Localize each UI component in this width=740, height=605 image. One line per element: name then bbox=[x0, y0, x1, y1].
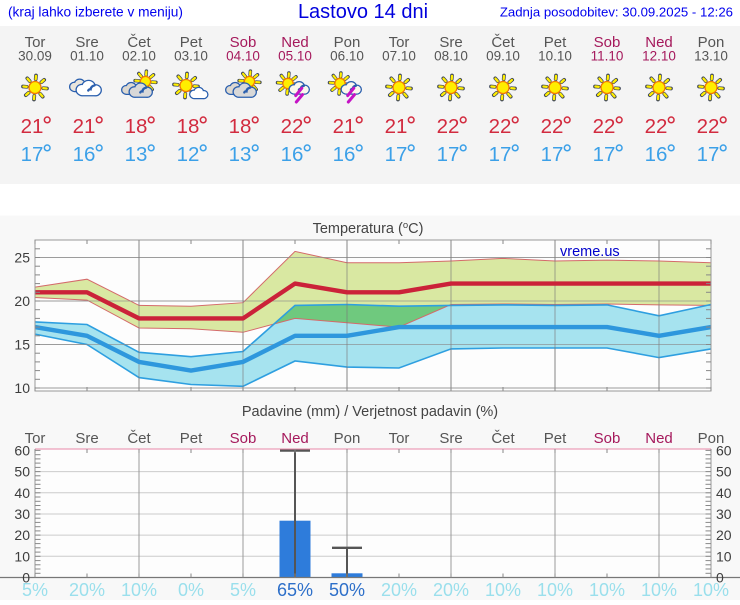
svg-text:50: 50 bbox=[716, 464, 732, 480]
svg-text:40: 40 bbox=[716, 485, 732, 501]
svg-text:Pon: Pon bbox=[334, 430, 361, 447]
svg-text:10%: 10% bbox=[589, 580, 625, 600]
svg-text:12.10: 12.10 bbox=[642, 49, 676, 64]
svg-text:Ned: Ned bbox=[645, 430, 673, 447]
svg-text:10: 10 bbox=[716, 548, 732, 564]
svg-text:17: 17 bbox=[697, 143, 720, 166]
svg-text:22: 22 bbox=[593, 115, 616, 138]
svg-text:60: 60 bbox=[14, 442, 30, 458]
svg-text:5%: 5% bbox=[230, 580, 256, 600]
svg-text:Čet: Čet bbox=[491, 430, 515, 447]
svg-text:Pet: Pet bbox=[180, 430, 203, 447]
svg-text:5%: 5% bbox=[22, 580, 48, 600]
svg-text:13: 13 bbox=[125, 143, 148, 166]
svg-text:0%: 0% bbox=[178, 580, 204, 600]
svg-text:16: 16 bbox=[73, 143, 96, 166]
svg-text:50%: 50% bbox=[329, 580, 365, 600]
svg-text:20%: 20% bbox=[69, 580, 105, 600]
svg-text:22: 22 bbox=[541, 115, 564, 138]
svg-text:Lastovo 14 dni: Lastovo 14 dni bbox=[298, 1, 428, 23]
svg-text:Tor: Tor bbox=[389, 430, 410, 447]
svg-text:30: 30 bbox=[14, 506, 30, 522]
svg-text:50: 50 bbox=[14, 464, 30, 480]
svg-text:10%: 10% bbox=[641, 580, 677, 600]
svg-text:Zadnja posodobitev: 30.09.2025: Zadnja posodobitev: 30.09.2025 - 12:26 bbox=[500, 5, 733, 20]
svg-text:30: 30 bbox=[716, 506, 732, 522]
svg-text:01.10: 01.10 bbox=[70, 49, 104, 64]
svg-text:11.10: 11.10 bbox=[591, 49, 624, 64]
svg-text:17: 17 bbox=[593, 143, 616, 166]
svg-text:17: 17 bbox=[489, 143, 512, 166]
svg-text:65%: 65% bbox=[277, 580, 313, 600]
svg-text:10%: 10% bbox=[537, 580, 573, 600]
svg-text:08.10: 08.10 bbox=[434, 49, 468, 64]
svg-text:Pet: Pet bbox=[544, 430, 567, 447]
svg-text:16: 16 bbox=[645, 143, 668, 166]
svg-text:17: 17 bbox=[21, 143, 44, 166]
svg-text:20: 20 bbox=[14, 293, 30, 309]
svg-text:22: 22 bbox=[437, 115, 460, 138]
svg-text:22: 22 bbox=[281, 115, 304, 138]
svg-text:10%: 10% bbox=[485, 580, 521, 600]
svg-text:20: 20 bbox=[14, 527, 30, 543]
svg-text:Padavine (mm) / Verjetnost pad: Padavine (mm) / Verjetnost padavin (%) bbox=[242, 404, 498, 420]
svg-text:22: 22 bbox=[697, 115, 720, 138]
svg-text:Ned: Ned bbox=[281, 430, 309, 447]
svg-text:09.10: 09.10 bbox=[486, 49, 520, 64]
svg-text:04.10: 04.10 bbox=[226, 49, 260, 64]
svg-text:22: 22 bbox=[645, 115, 668, 138]
svg-text:03.10: 03.10 bbox=[174, 49, 208, 64]
svg-text:22: 22 bbox=[489, 115, 512, 138]
svg-text:06.10: 06.10 bbox=[330, 49, 364, 64]
svg-text:17: 17 bbox=[541, 143, 564, 166]
svg-text:10%: 10% bbox=[693, 580, 729, 600]
svg-text:Sob: Sob bbox=[230, 430, 257, 447]
svg-text:07.10: 07.10 bbox=[382, 49, 416, 64]
svg-text:30.09: 30.09 bbox=[18, 49, 52, 64]
svg-text:18: 18 bbox=[229, 115, 252, 138]
svg-text:Sre: Sre bbox=[439, 430, 462, 447]
svg-text:16: 16 bbox=[281, 143, 304, 166]
svg-text:60: 60 bbox=[716, 442, 732, 458]
svg-text:10.10: 10.10 bbox=[538, 49, 572, 64]
svg-text:20%: 20% bbox=[433, 580, 469, 600]
svg-text:10%: 10% bbox=[121, 580, 157, 600]
svg-text:05.10: 05.10 bbox=[278, 49, 312, 64]
svg-text:Sob: Sob bbox=[594, 430, 621, 447]
svg-text:10: 10 bbox=[14, 548, 30, 564]
svg-text:21: 21 bbox=[73, 115, 96, 138]
svg-text:12: 12 bbox=[177, 143, 200, 166]
svg-text:18: 18 bbox=[125, 115, 148, 138]
svg-text:20%: 20% bbox=[381, 580, 417, 600]
svg-text:02.10: 02.10 bbox=[122, 49, 156, 64]
svg-text:10: 10 bbox=[14, 380, 30, 396]
svg-text:13.10: 13.10 bbox=[694, 49, 728, 64]
svg-text:13: 13 bbox=[229, 143, 252, 166]
svg-text:Sre: Sre bbox=[75, 430, 98, 447]
svg-text:20: 20 bbox=[716, 527, 732, 543]
svg-text:21: 21 bbox=[333, 115, 356, 138]
svg-text:(kraj lahko izberete v meniju): (kraj lahko izberete v meniju) bbox=[8, 5, 183, 20]
svg-text:40: 40 bbox=[14, 485, 30, 501]
svg-text:17: 17 bbox=[437, 143, 460, 166]
svg-text:17: 17 bbox=[385, 143, 408, 166]
svg-text:vreme.us: vreme.us bbox=[560, 244, 620, 260]
svg-text:15: 15 bbox=[14, 337, 30, 353]
svg-text:16: 16 bbox=[333, 143, 356, 166]
svg-text:21: 21 bbox=[385, 115, 408, 138]
svg-text:25: 25 bbox=[14, 250, 30, 266]
svg-text:18: 18 bbox=[177, 115, 200, 138]
svg-text:Čet: Čet bbox=[127, 430, 151, 447]
svg-text:21: 21 bbox=[21, 115, 44, 138]
